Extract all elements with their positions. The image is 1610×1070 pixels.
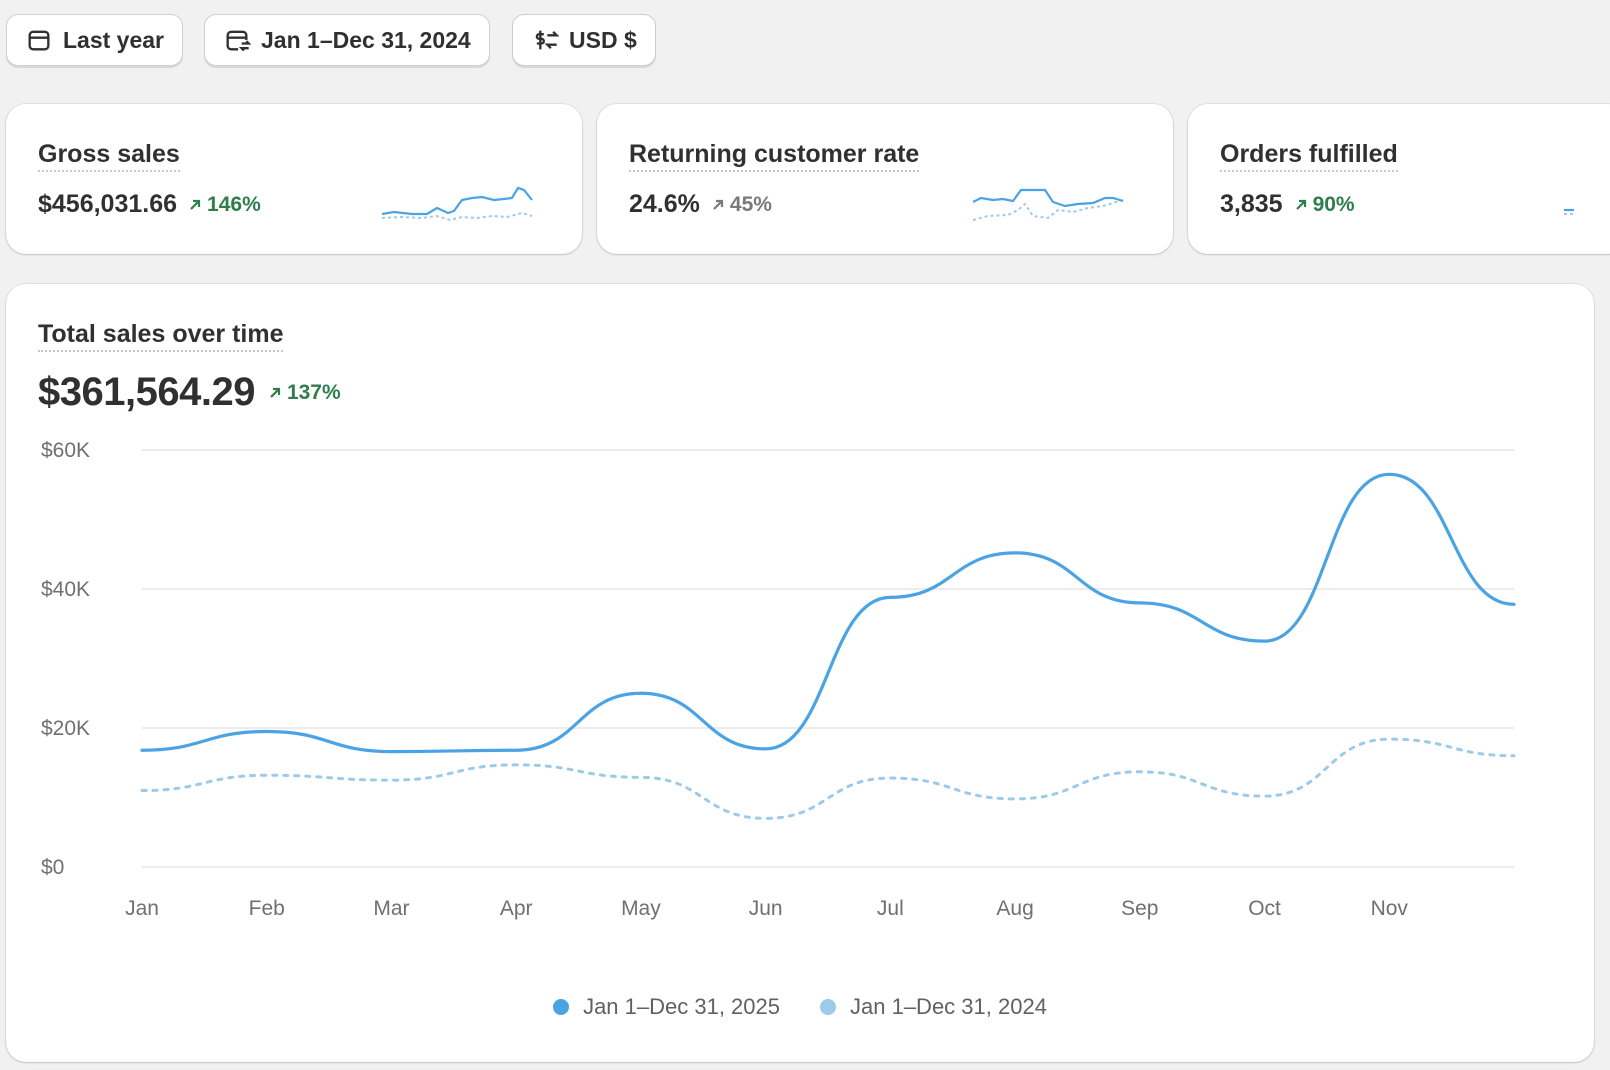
legend-label-current: Jan 1–Dec 31, 2025 xyxy=(583,994,780,1019)
arrow-up-right-icon xyxy=(270,387,281,398)
metric-delta-value: 146% xyxy=(207,192,261,216)
currency-exchange-icon xyxy=(535,30,559,50)
metric-delta: 45% xyxy=(710,193,772,217)
sparkline-current xyxy=(382,186,533,216)
metric-value: $456,031.66 xyxy=(38,190,178,218)
x-tick-label: Jan xyxy=(125,897,159,920)
x-tick-label: Jun xyxy=(749,897,783,920)
arrow-up-right-icon xyxy=(190,199,201,210)
legend-dot-previous xyxy=(820,999,836,1015)
legend-item-current[interactable]: Jan 1–Dec 31, 2025 xyxy=(553,994,780,1020)
total-sales-title[interactable]: Total sales over time xyxy=(38,320,284,352)
y-tick-label: $60K xyxy=(41,439,90,462)
total-sales-delta: 137% xyxy=(267,381,341,405)
metric-title[interactable]: Orders fulfilled xyxy=(1220,140,1398,172)
x-tick-label: Aug xyxy=(996,897,1033,920)
metric-title[interactable]: Gross sales xyxy=(38,140,180,172)
returning-customer-rate-card[interactable]: Returning customer rate 24.6% 45% xyxy=(597,104,1173,254)
series-line-current[interactable] xyxy=(140,472,1516,754)
metric-delta-value: 90% xyxy=(1312,192,1355,216)
x-tick-label: Nov xyxy=(1371,897,1409,920)
calendar-icon xyxy=(28,30,50,51)
calendar-compare-icon xyxy=(226,30,251,52)
sparkline-current xyxy=(973,188,1124,208)
total-sales-delta-value: 137% xyxy=(286,380,341,404)
x-tick-label: Apr xyxy=(500,897,533,920)
currency-filter-label: USD $ xyxy=(569,26,637,53)
orders-fulfilled-card[interactable]: Orders fulfilled 3,835 90% xyxy=(1188,104,1610,254)
metric-delta: 90% xyxy=(1293,193,1355,217)
legend-dot-current xyxy=(553,999,570,1015)
legend-label-previous: Jan 1–Dec 31, 2024 xyxy=(850,994,1047,1019)
arrow-up-right-icon xyxy=(1295,199,1306,210)
comparison-filter-label: Jan 1–Dec 31, 2024 xyxy=(261,26,471,53)
x-tick-label: Oct xyxy=(1248,897,1281,920)
y-tick-label: $40K xyxy=(41,578,90,601)
x-tick-label: Sep xyxy=(1121,897,1158,920)
total-sales-chart: $0 $20K $40K $60K Jan Feb Mar Apr May Jun Jul Aug Se… xyxy=(41,439,1516,920)
metric-delta: 146% xyxy=(187,193,261,217)
gross-sales-sparkline xyxy=(382,186,533,222)
period-filter-button[interactable]: Last year xyxy=(6,14,184,66)
sparkline-previous xyxy=(973,199,1124,221)
y-tick-label: $20K xyxy=(41,717,90,740)
total-sales-value: $361,564.29 xyxy=(38,370,255,414)
metric-value: 3,835 xyxy=(1220,190,1283,218)
orders-fulfilled-sparkline xyxy=(1564,208,1574,215)
y-tick-label: $0 xyxy=(41,856,64,879)
x-tick-label: Feb xyxy=(249,897,285,920)
total-sales-card: $0 $20K $40K $60K Jan Feb Mar Apr May Jun Jul Aug Se… xyxy=(6,284,1594,1062)
chart-legend: Jan 1–Dec 31, 2025 Jan 1–Dec 31, 2024 xyxy=(6,994,1594,1020)
returning-customer-sparkline xyxy=(973,188,1124,221)
gross-sales-card[interactable]: Gross sales $456,031.66 146% xyxy=(6,104,582,254)
metric-title[interactable]: Returning customer rate xyxy=(629,140,920,172)
legend-item-previous[interactable]: Jan 1–Dec 31, 2024 xyxy=(820,994,1047,1020)
period-filter-label: Last year xyxy=(63,26,165,53)
x-tick-label: May xyxy=(621,897,661,920)
x-tick-label: Jul xyxy=(877,897,904,920)
metric-value: 24.6% xyxy=(629,190,700,218)
x-tick-label: Mar xyxy=(373,897,409,920)
metric-delta-value: 45% xyxy=(729,192,772,216)
comparison-filter-button[interactable]: Jan 1–Dec 31, 2024 xyxy=(204,14,490,66)
series-line-previous[interactable] xyxy=(140,737,1516,820)
arrow-up-right-icon xyxy=(713,199,723,210)
currency-filter-button[interactable]: USD $ xyxy=(512,14,656,66)
